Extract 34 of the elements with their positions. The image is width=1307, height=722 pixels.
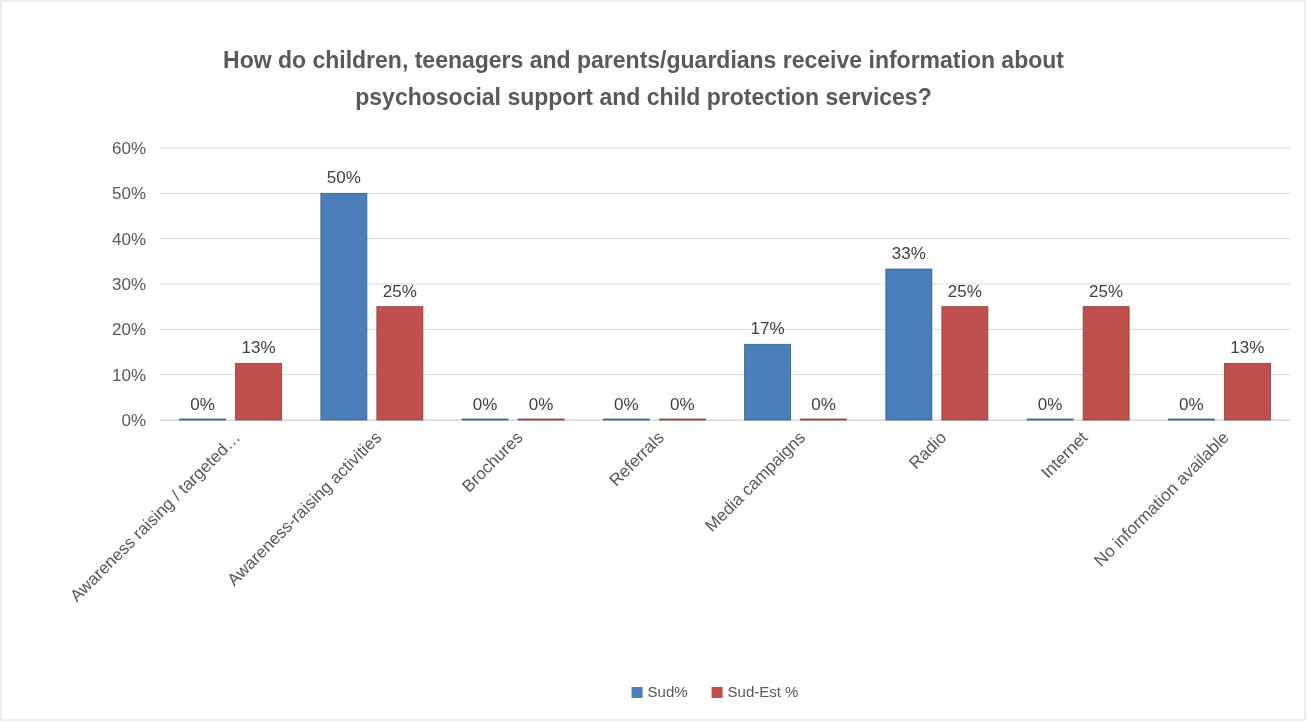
data-label: 13% xyxy=(241,338,276,358)
data-label: 13% xyxy=(1230,338,1265,358)
data-label: 50% xyxy=(326,168,361,188)
bar xyxy=(235,362,283,421)
y-tick-label: 20% xyxy=(111,320,146,340)
bar xyxy=(376,306,424,421)
bar xyxy=(320,192,368,421)
y-tick-label: 60% xyxy=(111,138,146,158)
bar xyxy=(744,343,792,421)
y-tick-label: 50% xyxy=(111,184,146,204)
chart-title: How do children, teenagers and parents/guardians receive information about psychosocial support and child protection services? xyxy=(223,47,1065,110)
legend-label: Sud% xyxy=(647,683,688,700)
bar xyxy=(885,268,933,421)
data-label: 25% xyxy=(382,281,417,301)
y-tick-label: 30% xyxy=(111,274,146,294)
bar xyxy=(1223,362,1271,421)
data-label: 0% xyxy=(1037,395,1063,414)
y-tick-label: 10% xyxy=(111,365,146,385)
data-label: 0% xyxy=(528,395,554,414)
data-label: 25% xyxy=(947,281,982,301)
legend-label: Sud-Est % xyxy=(727,683,799,700)
bar xyxy=(941,306,989,421)
data-label: 33% xyxy=(891,244,926,264)
data-label: 17% xyxy=(750,319,785,339)
bar xyxy=(1082,306,1130,421)
data-label: 0% xyxy=(472,395,498,414)
data-label: 25% xyxy=(1089,281,1124,301)
data-label: 0% xyxy=(190,395,215,414)
data-label: 0% xyxy=(614,395,639,414)
data-label: 0% xyxy=(1179,395,1204,414)
y-tick-label: 0% xyxy=(121,410,146,430)
data-label: 0% xyxy=(670,395,695,414)
data-label: 0% xyxy=(811,395,836,414)
y-tick-label: 40% xyxy=(111,229,146,249)
